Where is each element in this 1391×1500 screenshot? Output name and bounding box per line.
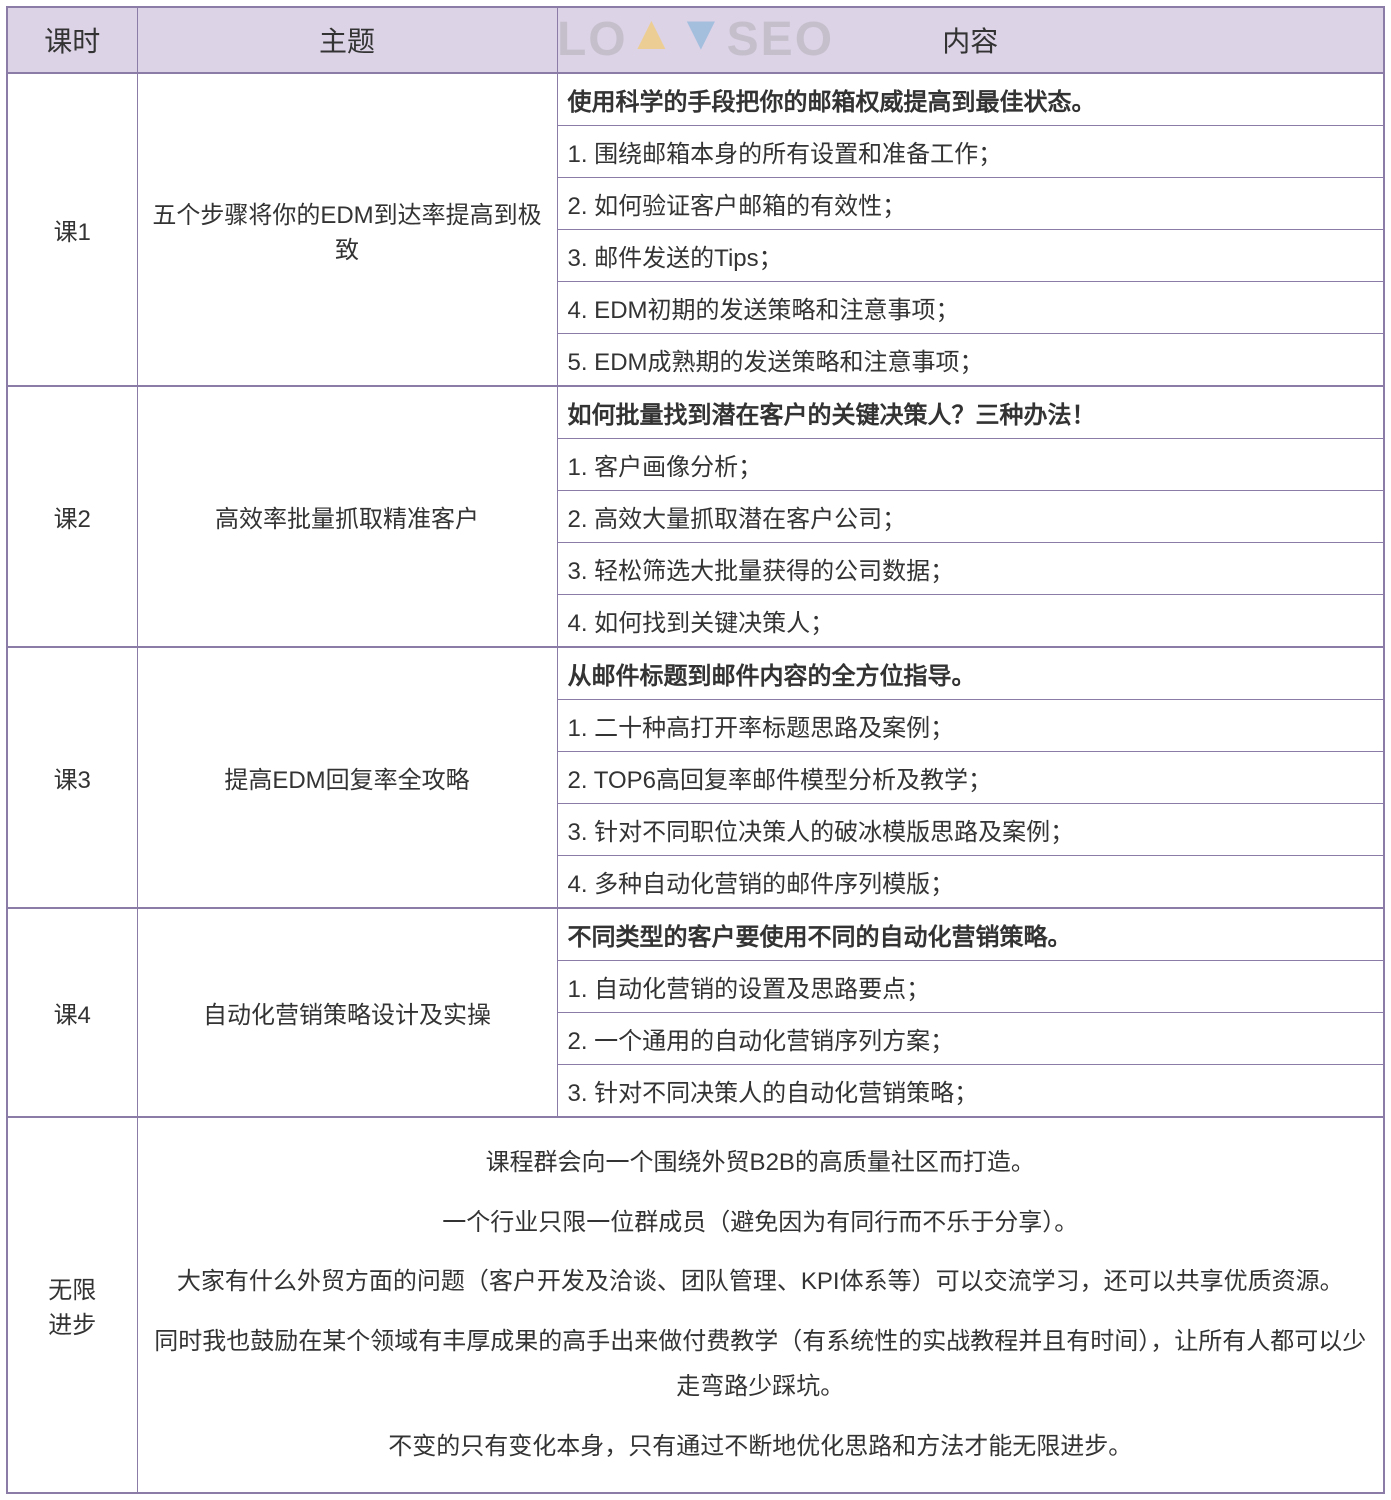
lesson-item-cell: 5. EDM成熟期的发送策略和注意事项； [557,334,1384,387]
table-row: 课1五个步骤将你的EDM到达率提高到极致使用科学的手段把你的邮箱权威提高到最佳状… [7,73,1384,126]
lesson-id-cell: 课3 [7,647,137,908]
lesson-item-cell: 2. 高效大量抓取潜在客户公司； [557,491,1384,543]
tail-content-cell: 课程群会向一个围绕外贸B2B的高质量社区而打造。一个行业只限一位群成员（避免因为… [137,1117,1384,1493]
lesson-item-cell: 3. 针对不同决策人的自动化营销策略； [557,1065,1384,1118]
lesson-id-cell: 课4 [7,908,137,1117]
lesson-topic-cell: 自动化营销策略设计及实操 [137,908,557,1117]
col-header-lesson: 课时 [7,7,137,73]
lesson-item-cell: 3. 邮件发送的Tips； [557,230,1384,282]
table-body: 课1五个步骤将你的EDM到达率提高到极致使用科学的手段把你的邮箱权威提高到最佳状… [7,73,1384,1493]
tail-id-line1: 无限 [18,1270,127,1305]
lesson-item-cell: 4. 如何找到关键决策人； [557,595,1384,648]
tail-id-line2: 进步 [18,1305,127,1340]
table-row: 课2高效率批量抓取精准客户如何批量找到潜在客户的关键决策人？三种办法！ [7,386,1384,439]
lesson-item-cell: 2. 一个通用的自动化营销序列方案； [557,1013,1384,1065]
tail-id-cell: 无限进步 [7,1117,137,1493]
tail-paragraph: 一个行业只限一位群成员（避免因为有同行而不乐于分享）。 [148,1200,1374,1246]
lesson-summary-cell: 从邮件标题到邮件内容的全方位指导。 [557,647,1384,700]
col-header-topic: 主题 [137,7,557,73]
table-row: 课4自动化营销策略设计及实操不同类型的客户要使用不同的自动化营销策略。 [7,908,1384,961]
lesson-summary-cell: 不同类型的客户要使用不同的自动化营销策略。 [557,908,1384,961]
lesson-item-cell: 1. 围绕邮箱本身的所有设置和准备工作； [557,126,1384,178]
lesson-topic-cell: 高效率批量抓取精准客户 [137,386,557,647]
table-row-tail: 无限进步课程群会向一个围绕外贸B2B的高质量社区而打造。一个行业只限一位群成员（… [7,1117,1384,1493]
lesson-id-cell: 课2 [7,386,137,647]
lesson-item-cell: 2. 如何验证客户邮箱的有效性； [557,178,1384,230]
lesson-item-cell: 3. 轻松筛选大批量获得的公司数据； [557,543,1384,595]
tail-paragraph: 大家有什么外贸方面的问题（客户开发及洽谈、团队管理、KPI体系等）可以交流学习，… [148,1259,1374,1305]
lesson-item-cell: 3. 针对不同职位决策人的破冰模版思路及案例； [557,804,1384,856]
lesson-topic-cell: 提高EDM回复率全攻略 [137,647,557,908]
tail-paragraph: 不变的只有变化本身，只有通过不断地优化思路和方法才能无限进步。 [148,1424,1374,1470]
lesson-id-cell: 课1 [7,73,137,386]
table-row: 课3提高EDM回复率全攻略从邮件标题到邮件内容的全方位指导。 [7,647,1384,700]
lesson-summary-cell: 如何批量找到潜在客户的关键决策人？三种办法！ [557,386,1384,439]
lesson-item-cell: 4. EDM初期的发送策略和注意事项； [557,282,1384,334]
lesson-item-cell: 1. 自动化营销的设置及思路要点； [557,961,1384,1013]
lesson-item-cell: 1. 二十种高打开率标题思路及案例； [557,700,1384,752]
table-header-row: 课时 主题 内容 [7,7,1384,73]
tail-paragraph: 同时我也鼓励在某个领域有丰厚成果的高手出来做付费教学（有系统性的实战教程并且有时… [148,1319,1374,1410]
course-table: 课时 主题 内容 课1五个步骤将你的EDM到达率提高到极致使用科学的手段把你的邮… [6,6,1385,1494]
lesson-item-cell: 4. 多种自动化营销的邮件序列模版； [557,856,1384,909]
lesson-summary-cell: 使用科学的手段把你的邮箱权威提高到最佳状态。 [557,73,1384,126]
lesson-item-cell: 2. TOP6高回复率邮件模型分析及教学； [557,752,1384,804]
tail-paragraph: 课程群会向一个围绕外贸B2B的高质量社区而打造。 [148,1140,1374,1186]
col-header-content: 内容 [557,7,1384,73]
lesson-item-cell: 1. 客户画像分析； [557,439,1384,491]
lesson-topic-cell: 五个步骤将你的EDM到达率提高到极致 [137,73,557,386]
